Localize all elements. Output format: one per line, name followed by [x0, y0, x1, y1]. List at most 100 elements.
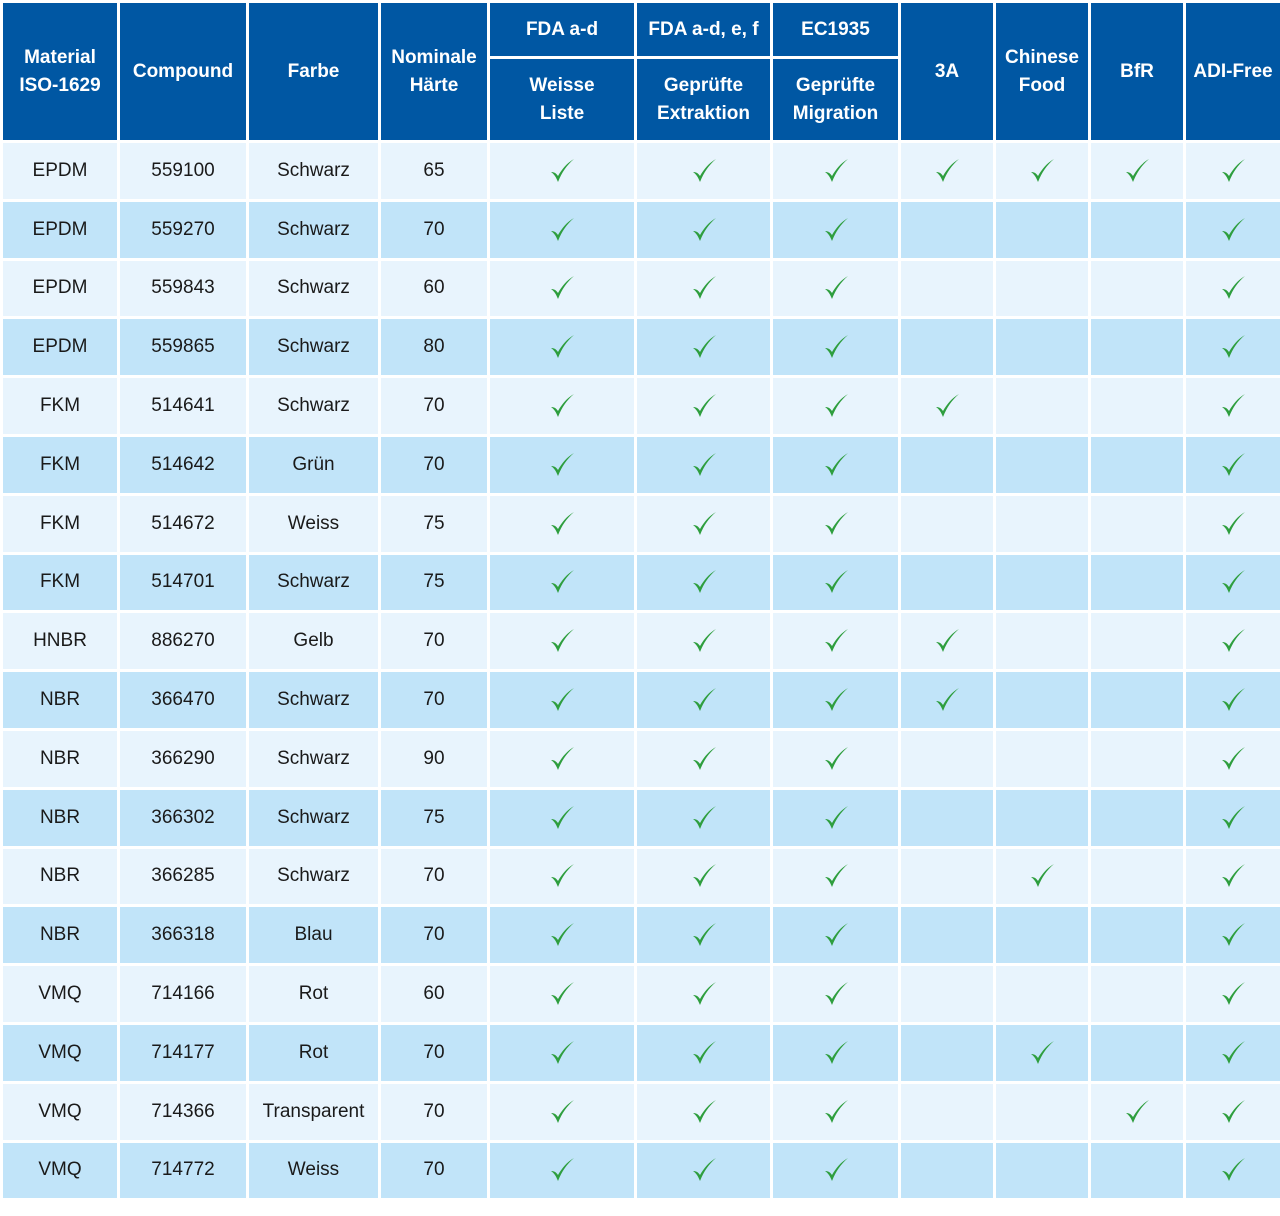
check-mark-icon	[1219, 745, 1247, 773]
cell-check-0	[487, 140, 637, 202]
check-mark-icon	[1028, 862, 1056, 890]
cell-check-1	[634, 963, 773, 1025]
cell-check-2	[770, 433, 901, 496]
cell-check-2	[770, 316, 901, 379]
check-mark-icon	[1219, 333, 1247, 361]
check-mark-icon	[690, 274, 718, 302]
table-row: NBR 366302 Schwarz 75	[0, 786, 1280, 849]
cell-check-0	[487, 375, 637, 437]
cell-compound: 559843	[117, 257, 249, 320]
cell-check-2	[770, 1021, 901, 1084]
cell-check-2	[770, 492, 901, 555]
cell-farbe: Schwarz	[246, 551, 381, 614]
cell-check-5	[1088, 551, 1186, 614]
cell-haerte: 80	[378, 316, 490, 379]
cell-check-0	[487, 610, 637, 673]
check-mark-icon	[690, 333, 718, 361]
check-mark-icon	[1219, 980, 1247, 1008]
cell-check-2	[770, 1080, 901, 1143]
cell-check-1	[634, 316, 773, 379]
check-mark-icon	[690, 745, 718, 773]
check-mark-icon	[690, 1039, 718, 1067]
cell-check-2	[770, 551, 901, 614]
check-mark-icon	[1219, 568, 1247, 596]
table-row: NBR 366470 Schwarz 70	[0, 669, 1280, 731]
header-chinese-food: Chinese Food	[993, 0, 1091, 143]
cell-check-6	[1183, 316, 1280, 379]
cell-haerte: 70	[378, 1021, 490, 1084]
check-mark-icon	[822, 451, 850, 479]
header-material: Material ISO-1629	[0, 0, 120, 143]
check-mark-icon	[1219, 1039, 1247, 1067]
cell-haerte: 60	[378, 257, 490, 320]
cell-check-1	[634, 904, 773, 967]
cell-material: EPDM	[0, 316, 120, 379]
cell-check-0	[487, 492, 637, 555]
cell-haerte: 75	[378, 786, 490, 849]
cell-check-3	[898, 669, 996, 731]
cell-compound: 366285	[117, 845, 249, 908]
cell-check-3	[898, 610, 996, 673]
check-mark-icon	[822, 804, 850, 832]
cell-check-5	[1088, 727, 1186, 790]
check-mark-icon	[822, 216, 850, 244]
check-mark-icon	[690, 216, 718, 244]
check-mark-icon	[1219, 392, 1247, 420]
header-3a: 3A	[898, 0, 996, 143]
cell-check-5	[1088, 433, 1186, 496]
check-mark-icon	[822, 392, 850, 420]
cell-check-1	[634, 1139, 773, 1202]
check-mark-icon	[690, 157, 718, 185]
cell-material: NBR	[0, 845, 120, 908]
cell-check-5	[1088, 845, 1186, 908]
check-mark-icon	[1219, 1098, 1247, 1126]
check-mark-icon	[1219, 1156, 1247, 1184]
cell-material: VMQ	[0, 1139, 120, 1202]
cell-haerte: 70	[378, 1080, 490, 1143]
header-compound: Compound	[117, 0, 249, 143]
cell-check-4	[993, 316, 1091, 379]
check-mark-icon	[1219, 216, 1247, 244]
cell-check-2	[770, 845, 901, 908]
cell-farbe: Blau	[246, 904, 381, 967]
cell-compound: 886270	[117, 610, 249, 673]
check-mark-icon	[548, 921, 576, 949]
check-mark-icon	[548, 804, 576, 832]
header-extraktion: Geprüfte Extraktion	[634, 56, 773, 143]
cell-check-6	[1183, 375, 1280, 437]
cell-check-1	[634, 610, 773, 673]
check-mark-icon	[822, 568, 850, 596]
cell-check-4	[993, 375, 1091, 437]
check-mark-icon	[1028, 1039, 1056, 1067]
cell-check-3	[898, 375, 996, 437]
cell-compound: 559865	[117, 316, 249, 379]
cell-check-0	[487, 727, 637, 790]
cell-check-3	[898, 845, 996, 908]
cell-check-6	[1183, 963, 1280, 1025]
cell-material: EPDM	[0, 257, 120, 320]
cell-check-0	[487, 904, 637, 967]
cell-compound: 714366	[117, 1080, 249, 1143]
table-row: NBR 366285 Schwarz 70	[0, 845, 1280, 908]
check-mark-icon	[548, 568, 576, 596]
table-row: EPDM 559865 Schwarz 80	[0, 316, 1280, 379]
cell-haerte: 70	[378, 433, 490, 496]
cell-material: VMQ	[0, 963, 120, 1025]
cell-farbe: Schwarz	[246, 316, 381, 379]
check-mark-icon	[1219, 804, 1247, 832]
cell-check-2	[770, 375, 901, 437]
cell-farbe: Weiss	[246, 492, 381, 555]
check-mark-icon	[690, 627, 718, 655]
table-row: HNBR 886270 Gelb 70	[0, 610, 1280, 673]
cell-farbe: Schwarz	[246, 669, 381, 731]
cell-check-1	[634, 433, 773, 496]
cell-check-5	[1088, 904, 1186, 967]
cell-check-5	[1088, 1021, 1186, 1084]
cell-check-4	[993, 1021, 1091, 1084]
check-mark-icon	[933, 627, 961, 655]
check-mark-icon	[548, 627, 576, 655]
cell-check-3	[898, 1139, 996, 1202]
check-mark-icon	[822, 980, 850, 1008]
cell-material: EPDM	[0, 140, 120, 202]
cell-material: HNBR	[0, 610, 120, 673]
